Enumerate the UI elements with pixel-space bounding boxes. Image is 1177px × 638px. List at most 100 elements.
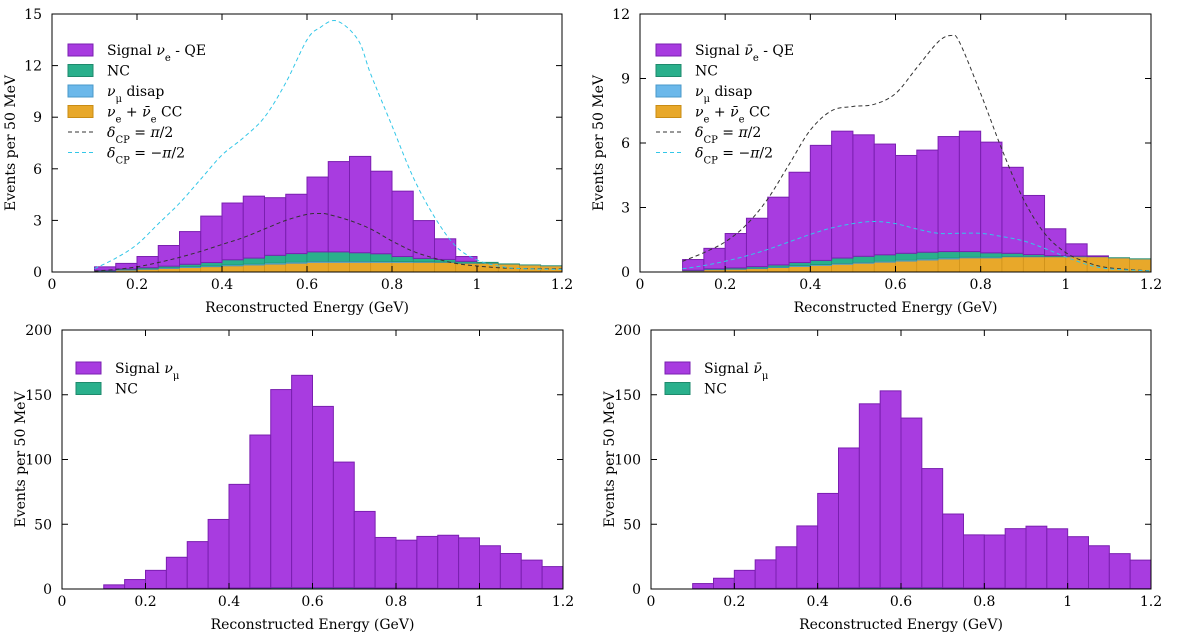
bar-signal: [115, 262, 138, 270]
legend-label-dashed_pos-part: π: [737, 125, 748, 141]
bar-cc: [1086, 256, 1109, 273]
bar-signal: [499, 553, 522, 589]
legend-label-signal: Signal νμ: [115, 361, 180, 382]
x-tick-label: 0.6: [890, 594, 912, 610]
legend-label-dashed_pos-part: CP: [115, 135, 130, 146]
bar-nc: [391, 256, 414, 262]
bar-nc: [895, 252, 918, 261]
legend-label-signal-part: e: [753, 53, 759, 64]
bar-signal: [165, 556, 188, 589]
bar-signal: [221, 202, 244, 261]
bar-signal: [136, 256, 159, 269]
bar-signal: [370, 170, 393, 255]
bar-nc: [285, 253, 308, 263]
bar-cc: [1022, 256, 1045, 273]
legend-label-nc: NC: [115, 382, 138, 398]
bar-cc: [412, 262, 435, 273]
legend-label-dashed_pos-part: /2: [748, 125, 762, 141]
bar-signal: [745, 217, 769, 268]
panel-numu: 0 0.2 0.4 0.6 0.8 1 1.2 0 50 100 150 200 Reconstruct…: [13, 323, 574, 633]
bar-signal: [124, 579, 146, 590]
legend-label-cc-part: ν̄: [730, 105, 739, 121]
bar-signal: [186, 541, 209, 589]
y-tick-label: 6: [621, 136, 630, 152]
bar-signal: [1065, 243, 1088, 257]
legend-label-cc-part: e: [739, 114, 745, 125]
bar-signal: [395, 539, 418, 589]
legend-swatch-nc: [664, 382, 691, 395]
x-tick-label: 1: [475, 594, 484, 610]
legend-swatch-nc: [67, 64, 94, 77]
legend-label-nc-part: NC: [115, 382, 138, 398]
bar-signal: [479, 545, 501, 589]
y-axis-label: Events per 50 MeV: [13, 391, 29, 528]
bar-nc: [873, 254, 896, 262]
bar-signal: [349, 155, 372, 254]
bar-signal: [713, 577, 735, 590]
bar-signal: [838, 447, 860, 589]
legend-swatch-cc: [655, 105, 682, 118]
legend-label-cc: νe + ν̄e CC: [695, 105, 770, 126]
bar-cc: [1065, 256, 1088, 273]
legend: Signal ν̄μNC: [664, 361, 769, 398]
y-tick-label: 9: [621, 72, 630, 88]
legend-label-dashed_pos: δCP = π/2: [695, 125, 761, 146]
bar-cc: [831, 264, 854, 273]
legend-label-signal-part: Signal: [704, 361, 753, 377]
bar-signal: [921, 468, 944, 589]
x-axis-label: Reconstructed Energy (GeV): [794, 300, 998, 316]
legend-label-signal-part: μ: [173, 371, 180, 382]
panel-numubar: 0 0.2 0.4 0.6 0.8 1 1.2 0 50 100 150 200 Reconstruct…: [602, 323, 1162, 633]
legend-swatch-signal: [655, 43, 682, 57]
bar-nc: [831, 257, 854, 264]
legend-swatch-signal: [75, 361, 102, 375]
y-tick-label: 150: [25, 388, 52, 404]
bar-cc: [242, 264, 265, 273]
bar-signal: [242, 195, 265, 259]
bar-signal: [332, 461, 355, 589]
series-cc: [682, 256, 1152, 273]
bar-signal: [852, 134, 875, 257]
x-tick-label: 0.8: [385, 594, 407, 610]
legend-label-dashed_neg: δCP = −π/2: [695, 146, 773, 167]
x-tick-label: 1.2: [1140, 277, 1162, 293]
x-tick-label: 0.2: [126, 277, 148, 293]
bar-nc: [412, 258, 435, 263]
bar-signal: [306, 176, 329, 253]
bar-cc: [1044, 256, 1067, 273]
bar-signal: [873, 143, 896, 256]
legend-label-dashed_neg-part: π: [161, 146, 172, 162]
legend-label-cc: νe + ν̄e CC: [107, 105, 182, 126]
legend-label-cc-part: ν: [695, 105, 704, 121]
y-tick-label: 15: [24, 7, 42, 23]
legend-label-numu: νμ disap: [107, 84, 164, 105]
bar-cc: [980, 257, 1003, 273]
bar-signal: [416, 535, 439, 589]
bar-signal: [1067, 536, 1089, 589]
bar-nc: [242, 257, 265, 265]
legend-label-numu-part: μ: [116, 94, 123, 105]
legend-label-signal-part: Signal: [107, 43, 156, 59]
series-signal: [682, 130, 1109, 271]
x-tick-label: 0.2: [714, 277, 736, 293]
bar-nc: [937, 251, 960, 259]
bar-signal: [724, 233, 747, 269]
bar-signal: [312, 405, 334, 589]
bar-signal: [353, 510, 376, 589]
bar-signal: [942, 513, 965, 589]
legend-label-dashed_pos-part: δ: [695, 125, 703, 141]
legend-label-numu-part: ν: [107, 84, 116, 100]
bar-signal: [145, 569, 167, 589]
legend-label-signal-part: ν̄: [753, 361, 762, 377]
bar-signal: [179, 231, 202, 265]
legend-label-numu-part: disap: [710, 84, 752, 100]
bar-signal: [291, 374, 313, 589]
legend-label-dashed_neg-part: = −: [718, 146, 750, 162]
y-tick-label: 200: [614, 323, 641, 339]
legend-label-signal-part: - QE: [759, 43, 794, 59]
legend-swatch-signal: [664, 361, 691, 375]
y-tick-label: 150: [614, 388, 641, 404]
